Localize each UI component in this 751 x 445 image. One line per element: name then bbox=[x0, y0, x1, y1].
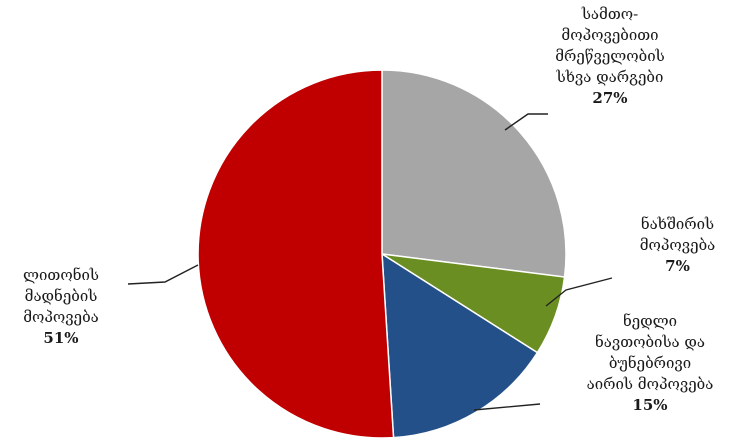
data-label-3-line: ნავთობისა და bbox=[594, 333, 706, 351]
data-label-1-percent: 27% bbox=[592, 89, 628, 107]
data-label-3-line: აირის მოპოვება bbox=[586, 375, 714, 393]
data-label-2-percent: 7% bbox=[665, 257, 690, 275]
data-label-1-line: სხვა დარგები bbox=[556, 68, 664, 86]
data-label-4-line: ლითონის bbox=[23, 266, 99, 284]
data-label-4-line: მადნების bbox=[24, 287, 98, 305]
pie-slice-3 bbox=[381, 252, 539, 439]
leader-line-2 bbox=[545, 277, 613, 307]
data-label-3: ნედლი ნავთობისა და ბუნებრივი აირის მოპოვება… bbox=[552, 311, 748, 416]
data-label-4: ლითონის მადნების მოპოვება 51% bbox=[6, 265, 116, 349]
pie-slice-1 bbox=[381, 69, 567, 278]
data-label-4-percent: 51% bbox=[43, 329, 79, 347]
data-label-2-line: მოპოვება bbox=[639, 236, 716, 254]
data-label-1: სამთო-მოპოვებითი მრეწველობის სხვა დარგები 2… bbox=[520, 4, 700, 109]
data-label-4-line: მოპოვება bbox=[23, 308, 99, 326]
leader-line-3 bbox=[473, 403, 541, 411]
data-label-2-line: ნახშირის bbox=[640, 215, 715, 233]
data-label-3-line: ნედლი bbox=[622, 312, 678, 330]
leader-line-4 bbox=[127, 264, 199, 285]
data-label-1-line: მრეწველობის bbox=[555, 47, 665, 65]
pie-slice-4 bbox=[197, 69, 395, 439]
data-label-3-line: ბუნებრივი bbox=[608, 354, 692, 372]
data-label-3-percent: 15% bbox=[632, 396, 668, 414]
data-label-2: ნახშირის მოპოვება 7% bbox=[615, 214, 740, 277]
data-label-1-line: სამთო- bbox=[581, 5, 639, 23]
data-label-1-line: მოპოვებითი bbox=[561, 26, 659, 44]
leader-line-1 bbox=[504, 113, 548, 131]
